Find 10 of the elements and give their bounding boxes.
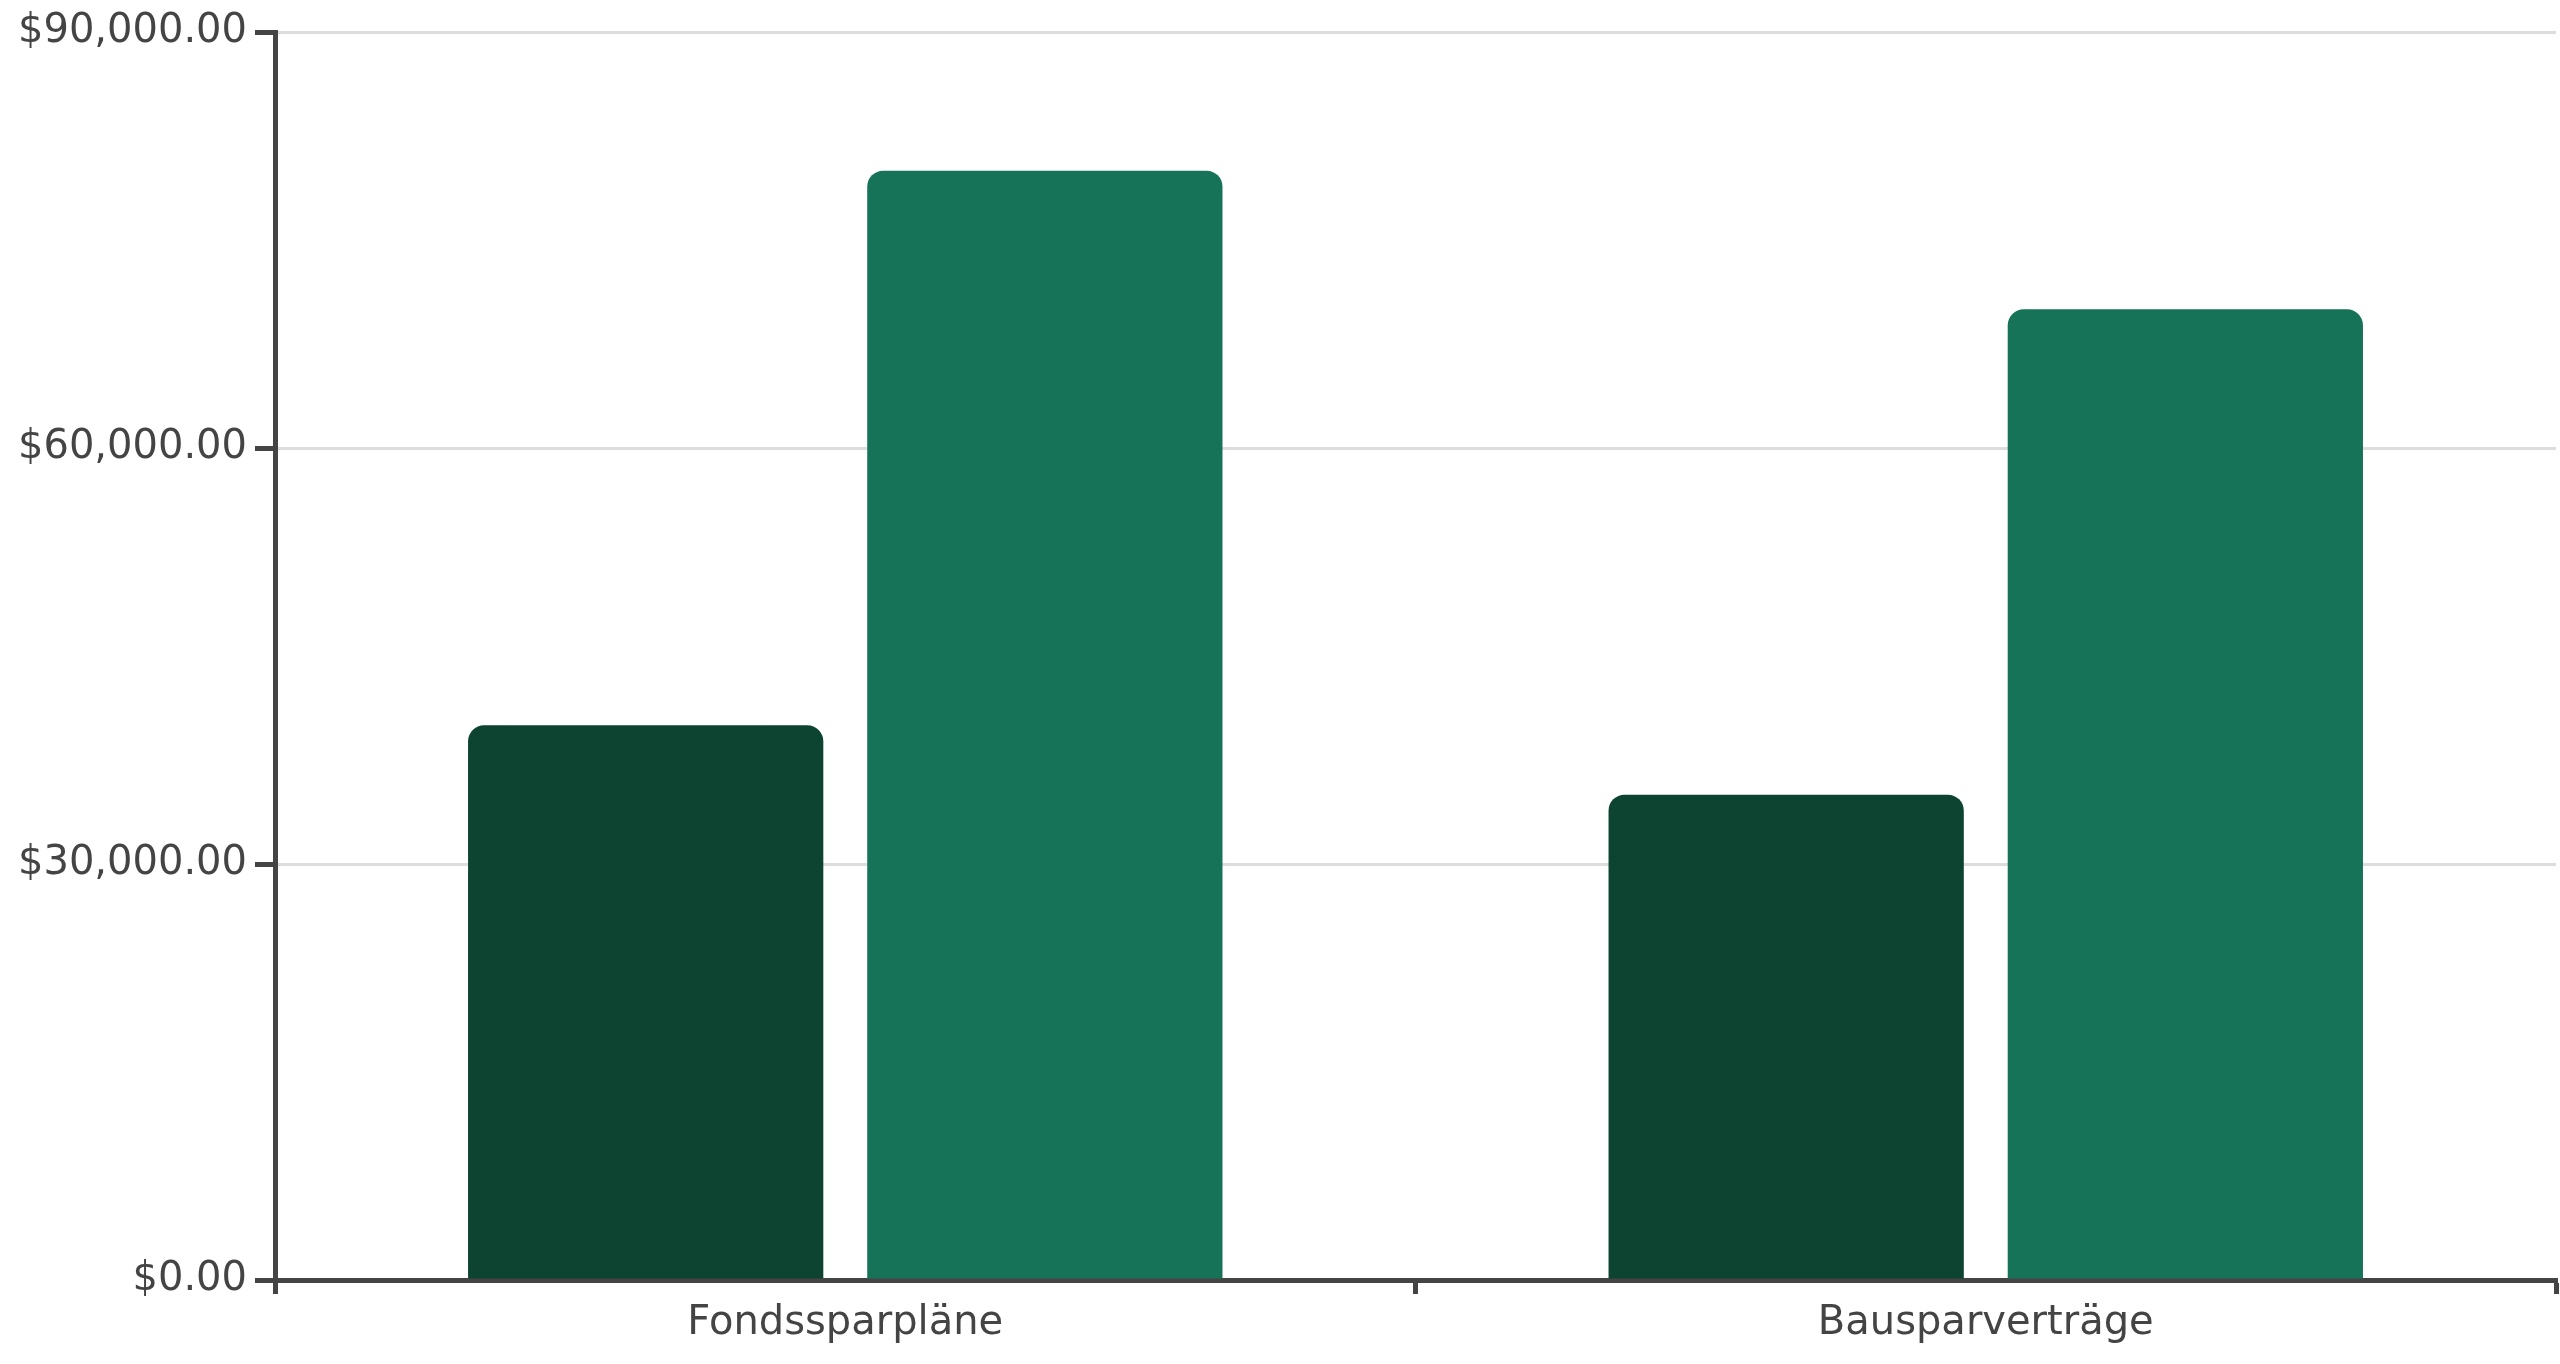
bar — [867, 170, 1223, 1279]
y-tick-label: $60,000.00 — [17, 421, 248, 468]
bar — [468, 725, 824, 1279]
x-tick-label: Bausparverträge — [1817, 1297, 2154, 1344]
bar — [1608, 794, 1964, 1279]
y-tick-label: $30,000.00 — [17, 837, 248, 884]
y-tick-label: $90,000.00 — [17, 5, 248, 52]
x-tick-label: Fondssparpläne — [687, 1297, 1004, 1344]
bar — [2007, 309, 2363, 1279]
y-tick-label: $0.00 — [132, 1253, 248, 1300]
